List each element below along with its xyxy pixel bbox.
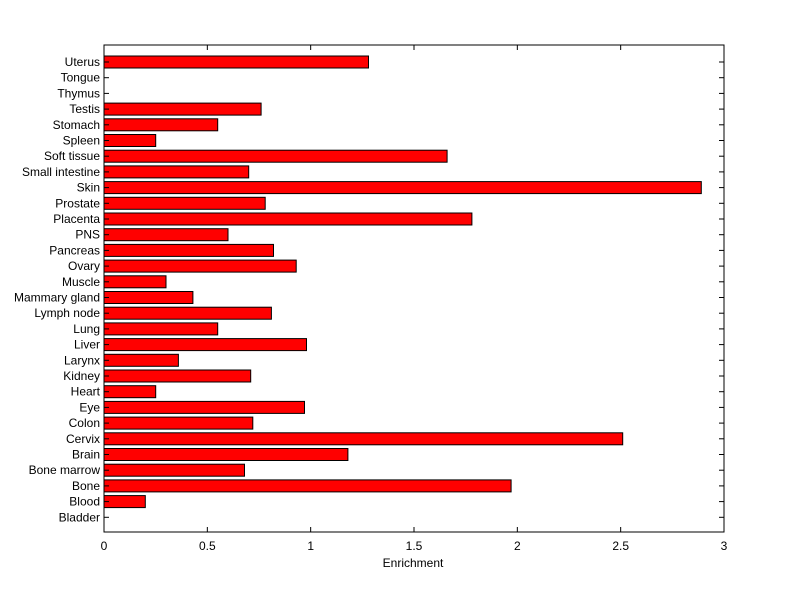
y-tick-label-testis: Testis [69, 102, 100, 116]
y-tick-label-pancreas: Pancreas [49, 243, 100, 257]
x-tick-label: 1.5 [406, 539, 423, 553]
bar-bone-marrow [103, 463, 245, 477]
bar-soft-tissue [103, 149, 448, 163]
bar-testis [103, 102, 262, 116]
bar-muscle [103, 275, 167, 289]
bar-brain [103, 448, 349, 461]
y-tick-label-soft-tissue: Soft tissue [44, 149, 100, 163]
x-tick-label: 0 [101, 539, 108, 553]
y-tick-label-small-intestine: Small intestine [22, 165, 100, 179]
y-tick-label-tongue: Tongue [61, 71, 101, 85]
bar-lung [103, 322, 219, 336]
y-tick-label-eye: Eye [79, 400, 100, 414]
bar-skin [103, 181, 702, 195]
bar-liver [103, 338, 307, 352]
bar-eye [103, 400, 305, 414]
bar-mammary-gland [103, 291, 194, 304]
y-tick-label-cervix: Cervix [66, 432, 100, 446]
y-tick-label-liver: Liver [74, 338, 100, 352]
y-tick-label-bone: Bone [72, 479, 100, 493]
bar-larynx [103, 353, 179, 367]
bar-ovary [103, 259, 297, 273]
y-tick-label-ovary: Ovary [68, 259, 100, 273]
y-tick-label-bone-marrow: Bone marrow [29, 463, 101, 477]
y-tick-label-brain: Brain [72, 448, 100, 462]
y-tick-label-placenta: Placenta [53, 212, 100, 226]
y-tick-label-colon: Colon [69, 416, 100, 430]
x-tick-label: 2 [514, 539, 521, 553]
y-tick-label-uterus: Uterus [65, 55, 100, 69]
y-tick-label-thymus: Thymus [57, 86, 100, 100]
y-tick-label-pns: PNS [75, 228, 100, 242]
y-tick-label-lymph-node: Lymph node [34, 306, 100, 320]
bar-placenta [103, 212, 473, 226]
y-tick-label-mammary-gland: Mammary gland [14, 291, 100, 305]
y-tick-label-bladder: Bladder [59, 510, 100, 524]
y-tick-label-prostate: Prostate [55, 196, 100, 210]
bar-blood [103, 495, 146, 509]
x-tick-label: 0.5 [199, 539, 216, 553]
bar-lymph-node [103, 306, 272, 320]
y-tick-label-kidney: Kidney [63, 369, 100, 383]
y-tick-label-heart: Heart [71, 385, 101, 399]
x-tick-label: 1 [307, 539, 314, 553]
y-tick-label-muscle: Muscle [62, 275, 100, 289]
x-tick-label: 3 [721, 539, 728, 553]
bar-spleen [103, 134, 157, 147]
bar-cervix [103, 432, 624, 446]
bar-uterus [103, 55, 369, 69]
y-tick-label-blood: Blood [69, 495, 100, 509]
bar-kidney [103, 369, 252, 383]
bar-colon [103, 416, 254, 430]
bar-stomach [103, 118, 219, 132]
bar-pancreas [103, 243, 274, 257]
y-tick-label-spleen: Spleen [63, 134, 100, 148]
bar-bone [103, 479, 512, 493]
y-tick-label-lung: Lung [73, 322, 100, 336]
y-tick-label-stomach: Stomach [53, 118, 100, 132]
x-axis-label: Enrichment [383, 556, 444, 570]
bar-pns [103, 228, 229, 242]
plot-frame [103, 44, 725, 533]
x-tick-label: 2.5 [612, 539, 629, 553]
y-tick-label-larynx: Larynx [64, 353, 100, 367]
bar-small-intestine [103, 165, 250, 179]
bar-heart [103, 385, 157, 399]
bar-prostate [103, 196, 266, 210]
y-tick-label-skin: Skin [77, 181, 100, 195]
x-ticks-group: 0 0.5 1 1.5 2 2.5 3 [101, 45, 728, 553]
